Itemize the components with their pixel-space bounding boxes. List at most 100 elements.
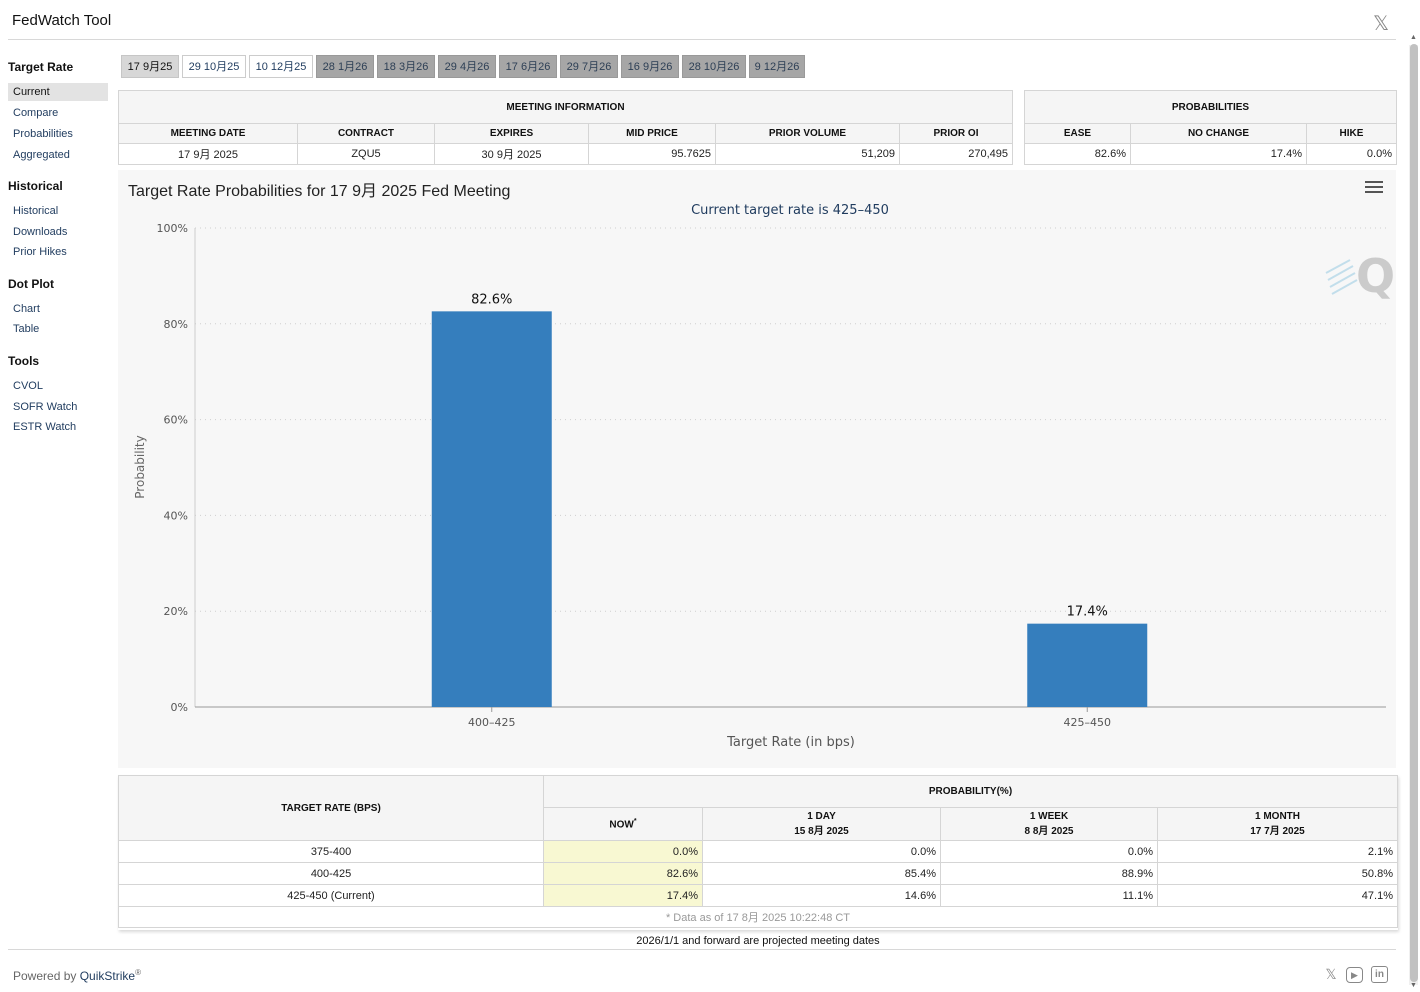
tab-meeting[interactable]: 10 12月25: [249, 55, 313, 78]
x-tick-label: 400–425: [468, 716, 516, 729]
sidebar-group-title: Tools: [8, 354, 40, 368]
value-cell: 0.0%: [702, 840, 941, 863]
svg-text:Q: Q: [1356, 249, 1395, 303]
probabilities-table: PROBABILITIES EASE NO CHANGE HIKE 82.6% …: [1024, 90, 1397, 165]
y-tick-label: 80%: [164, 318, 188, 331]
value-cell: 47.1%: [1157, 884, 1398, 907]
linkedin-icon[interactable]: in: [1371, 966, 1388, 983]
one-day-header: 1 DAY 15 8月 2025: [702, 807, 941, 841]
tab-meeting[interactable]: 17 9月25: [121, 55, 179, 78]
sidebar-item-downloads[interactable]: Downloads: [13, 226, 68, 238]
one-week-date: 8 8月 2025: [1024, 826, 1074, 837]
probabilities-header: PROBABILITIES: [1024, 90, 1397, 124]
ease-value: 82.6%: [1024, 143, 1131, 165]
sidebar-item-probabilities[interactable]: Probabilities: [13, 128, 73, 140]
one-month-header: 1 MONTH 17 7月 2025: [1157, 807, 1398, 841]
table-row: 425-450 (Current) 17.4% 14.6% 11.1% 47.1…: [118, 884, 1398, 907]
chart-title: Target Rate Probabilities for 17 9月 2025…: [128, 183, 511, 200]
y-tick-label: 20%: [164, 605, 188, 618]
value-cell: 50.8%: [1157, 862, 1398, 885]
youtube-icon[interactable]: ▶: [1346, 967, 1363, 983]
one-month-label: 1 MONTH: [1255, 811, 1300, 822]
y-axis-label: Probability: [133, 435, 147, 498]
scrollbar-thumb[interactable]: [1410, 44, 1418, 982]
sidebar-item-compare[interactable]: Compare: [13, 107, 59, 119]
one-day-date: 15 8月 2025: [794, 826, 849, 837]
now-header: NOW*: [543, 807, 703, 841]
value-cell: 0.0%: [940, 840, 1158, 863]
one-week-label: 1 WEEK: [1029, 811, 1069, 822]
data-timestamp-note: * Data as of 17 8月 2025 10:22:48 CT: [118, 906, 1398, 928]
app-title: FedWatch Tool: [12, 12, 112, 29]
bar[interactable]: [1027, 623, 1148, 707]
sidebar-item-historical[interactable]: Historical: [13, 205, 59, 217]
sidebar-item-aggregated[interactable]: Aggregated: [13, 149, 70, 161]
value-cell: 85.4%: [702, 862, 941, 885]
scroll-down-icon[interactable]: ▼: [1410, 982, 1417, 989]
sidebar-group-title: Target Rate: [8, 60, 74, 74]
tab-meeting[interactable]: 28 10月26: [682, 55, 746, 78]
x-axis-label: Target Rate (in bps): [726, 735, 855, 750]
meeting-info-table: MEETING INFORMATION MEETING DATE CONTRAC…: [118, 90, 1013, 165]
table-row: 375-400 0.0% 0.0% 0.0% 2.1%: [118, 840, 1398, 863]
sidebar-item-sofr-watch[interactable]: SOFR Watch: [13, 401, 78, 413]
now-cell: 17.4%: [543, 884, 703, 907]
y-tick-label: 0%: [171, 701, 188, 714]
sidebar-item-current[interactable]: Current: [8, 83, 108, 101]
now-cell: 0.0%: [543, 840, 703, 863]
x-tick-label: 425–450: [1064, 716, 1112, 729]
x-social-icon[interactable]: 𝕏: [1325, 966, 1337, 982]
now-label: NOW: [609, 819, 634, 831]
now-footnote-mark: *: [633, 817, 637, 825]
probability-header: PROBABILITY(%): [543, 775, 1398, 808]
column-header: MEETING DATE: [118, 123, 298, 144]
column-header: NO CHANGE: [1130, 123, 1307, 144]
column-header: PRIOR VOLUME: [715, 123, 900, 144]
prior-volume: 51,209: [715, 143, 900, 165]
contract: ZQU5: [297, 143, 435, 165]
x-social-icon[interactable]: 𝕏: [1373, 13, 1390, 35]
sidebar-item-table[interactable]: Table: [13, 323, 40, 335]
tab-meeting[interactable]: 28 1月26: [316, 55, 374, 78]
one-day-label: 1 DAY: [807, 811, 836, 822]
tab-meeting[interactable]: 29 10月25: [182, 55, 246, 78]
divider: [8, 949, 1396, 950]
y-tick-label: 60%: [164, 414, 188, 427]
probability-chart: Current target rate is 425–450 Q 0% 20% 40…: [133, 203, 1395, 750]
sidebar-group-title: Historical: [8, 179, 63, 193]
prior-oi: 270,495: [899, 143, 1013, 165]
bar[interactable]: [431, 311, 552, 707]
projection-note: 2026/1/1 and forward are projected meeti…: [636, 935, 880, 947]
one-week-header: 1 WEEK 8 8月 2025: [940, 807, 1158, 841]
tab-meeting[interactable]: 29 7月26: [560, 55, 618, 78]
column-header: HIKE: [1306, 123, 1397, 144]
tab-meeting[interactable]: 16 9月26: [621, 55, 679, 78]
sidebar-item-prior-hikes[interactable]: Prior Hikes: [13, 246, 67, 258]
value-cell: 14.6%: [702, 884, 941, 907]
chart-container: Target Rate Probabilities for 17 9月 2025…: [118, 170, 1396, 768]
scroll-up-icon[interactable]: ▲: [1410, 34, 1417, 41]
no-change-value: 17.4%: [1130, 143, 1307, 165]
column-header: PRIOR OI: [899, 123, 1013, 144]
powered-by-label: Powered by: [13, 969, 80, 983]
value-cell: 88.9%: [940, 862, 1158, 885]
meeting-date: 17 9月 2025: [118, 143, 298, 165]
target-rate-header: TARGET RATE (BPS): [118, 775, 544, 841]
menu-icon[interactable]: [1365, 181, 1383, 195]
column-header: EXPIRES: [434, 123, 589, 144]
tab-meeting[interactable]: 18 3月26: [377, 55, 435, 78]
meeting-info-header: MEETING INFORMATION: [118, 90, 1013, 124]
quikstrike-link[interactable]: QuikStrike: [79, 969, 136, 983]
sidebar-item-cvol[interactable]: CVOL: [13, 380, 43, 392]
sidebar-item-chart[interactable]: Chart: [13, 303, 40, 315]
data-label: 82.6%: [471, 292, 512, 307]
sidebar-item-estr-watch[interactable]: ESTR Watch: [13, 421, 77, 433]
column-header: EASE: [1024, 123, 1131, 144]
registered-mark: ®: [135, 968, 141, 977]
tab-meeting[interactable]: 29 4月26: [438, 55, 496, 78]
top-bar: FedWatch Tool 𝕏: [0, 0, 1420, 40]
y-tick-label: 40%: [164, 509, 188, 522]
hike-value: 0.0%: [1306, 143, 1397, 165]
tab-meeting[interactable]: 17 6月26: [499, 55, 557, 78]
tab-meeting[interactable]: 9 12月26: [749, 55, 805, 78]
